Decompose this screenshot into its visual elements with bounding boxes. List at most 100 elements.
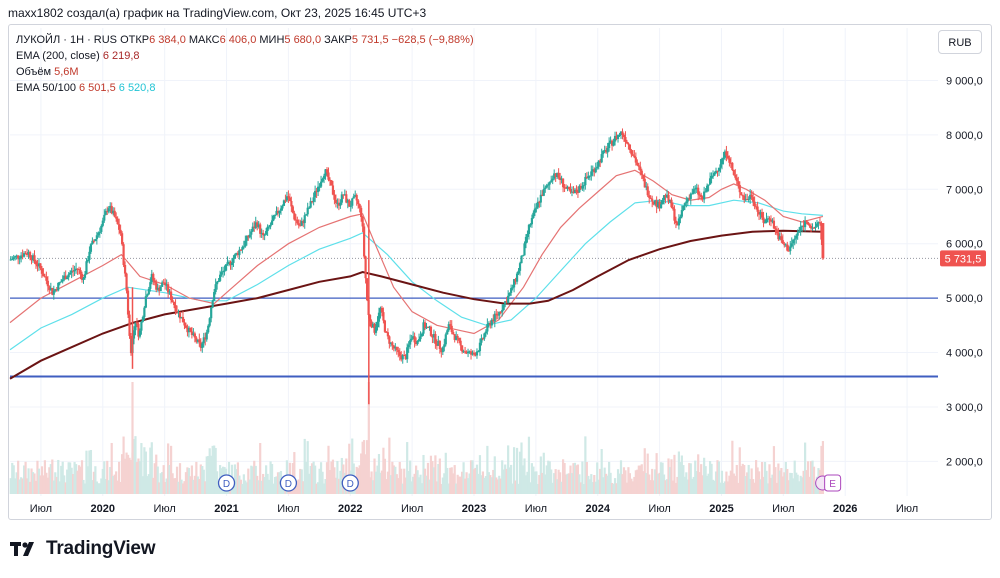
volume-bar <box>729 470 732 494</box>
candle-body <box>691 193 694 195</box>
volume-bar <box>630 478 633 494</box>
candle-body <box>769 219 773 222</box>
candle-body <box>517 270 520 274</box>
candle-body <box>37 263 41 267</box>
dividend-marker[interactable]: D <box>279 474 298 492</box>
candle-body <box>593 169 596 173</box>
volume-bar <box>431 461 434 494</box>
candle-body <box>205 332 208 340</box>
volume-bar <box>695 471 698 494</box>
candle-body <box>174 305 177 312</box>
volume-bar <box>88 450 91 494</box>
tradingview-logo[interactable]: TradingView <box>10 538 156 560</box>
candle-body <box>412 336 415 339</box>
volume-bar <box>412 476 415 494</box>
volume-bar <box>642 471 645 494</box>
candle-body <box>340 194 343 203</box>
volume-bar <box>302 481 305 494</box>
volume-bar <box>523 458 526 494</box>
volume-bar <box>401 483 404 494</box>
earnings-marker[interactable]: E <box>815 474 842 492</box>
dividend-marker[interactable]: D <box>217 474 236 492</box>
candle-body <box>740 192 743 196</box>
volume-bar <box>622 467 626 494</box>
volume-bar <box>132 439 136 494</box>
volume-bar <box>621 474 624 494</box>
candle-body <box>809 226 813 229</box>
volume-bar <box>52 480 55 494</box>
volume-bar <box>205 456 208 494</box>
legend-symbol[interactable]: ЛУКОЙЛ · 1Н · RUS <box>16 34 118 46</box>
volume-bar <box>769 477 773 494</box>
candle-body <box>777 233 780 240</box>
candle-body <box>689 193 692 199</box>
volume-bar <box>588 479 591 494</box>
volume-bar <box>31 472 35 494</box>
candle-body <box>121 233 124 245</box>
chart-caption: maxx1802 создал(а) график на TradingView… <box>8 6 427 20</box>
volume-bar <box>216 471 219 494</box>
volume-bar <box>633 476 636 494</box>
candle-body <box>518 263 522 271</box>
candle-body <box>606 148 609 153</box>
candle-body <box>602 150 605 155</box>
candle-body <box>744 199 747 201</box>
candle-body <box>351 198 354 206</box>
candle-body <box>665 194 669 198</box>
volume-bar <box>775 482 778 494</box>
volume-bar <box>446 467 449 494</box>
candle-body <box>812 227 816 229</box>
volume-bar <box>27 468 30 494</box>
candle-body <box>732 169 735 175</box>
candle-body <box>389 342 392 344</box>
volume-bar <box>456 474 459 494</box>
candle-body <box>76 268 79 270</box>
volume-bar <box>40 466 44 494</box>
candle-body <box>547 184 550 186</box>
volume-bar <box>471 460 474 494</box>
volume-bar <box>480 475 483 494</box>
candle-body <box>414 342 418 344</box>
candle-body <box>443 344 446 348</box>
x-tick-label: Июл <box>525 503 547 515</box>
volume-bar <box>331 459 335 494</box>
candle-body <box>441 347 444 353</box>
candle-body <box>339 202 342 206</box>
candle-body <box>563 187 566 189</box>
legend-ema200-row[interactable]: EMA (200, close) 6 219,8 <box>16 48 474 64</box>
candle-body <box>762 217 765 223</box>
volume-bar <box>529 482 532 494</box>
dividend-marker-label: D <box>223 479 230 490</box>
candle-body <box>512 279 516 288</box>
candle-body <box>619 131 623 135</box>
volume-bar <box>530 463 534 494</box>
volume-bar <box>377 454 381 494</box>
volume-bar <box>734 475 737 494</box>
volume-bar <box>698 472 701 494</box>
candle-body <box>223 270 226 272</box>
volume-bar <box>79 466 82 494</box>
candle-body <box>536 201 539 208</box>
candle-body <box>290 200 293 207</box>
candle-body <box>594 168 597 173</box>
dividend-marker-circle <box>341 474 359 492</box>
candle-body <box>293 212 296 220</box>
candle-body <box>28 252 32 258</box>
candle-body <box>180 316 183 319</box>
candle-body <box>584 176 587 186</box>
x-tick-label: Июл <box>30 503 52 515</box>
volume-bar <box>515 447 519 494</box>
volume-bar <box>814 482 817 494</box>
legend-volume-row[interactable]: Объём 5,6M <box>16 64 474 80</box>
candle-body <box>379 307 382 313</box>
volume-bar <box>77 465 81 494</box>
volume-bar <box>462 462 465 494</box>
dividend-marker[interactable]: D <box>341 474 359 492</box>
legend-close-value: 5 731,5 <box>351 34 389 46</box>
currency-button[interactable]: RUB <box>938 30 982 54</box>
legend-ema50-100-row[interactable]: EMA 50/100 6 501,5 6 520,8 <box>16 80 474 96</box>
volume-bar <box>172 478 176 494</box>
volume-bar <box>339 470 342 494</box>
candle-body <box>306 207 309 215</box>
